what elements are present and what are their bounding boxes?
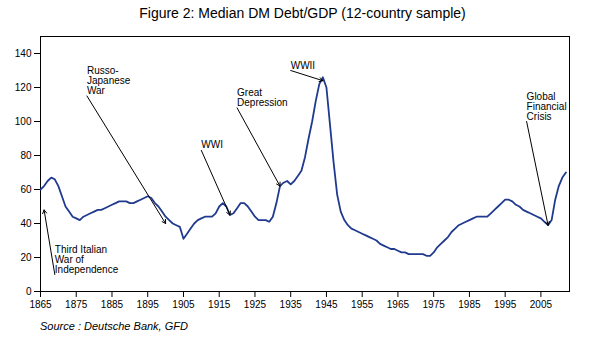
svg-text:1985: 1985 [458, 299, 481, 310]
svg-text:140: 140 [15, 48, 32, 59]
svg-text:1915: 1915 [208, 299, 231, 310]
svg-text:GreatDepression: GreatDepression [237, 87, 288, 108]
svg-text:1885: 1885 [101, 299, 124, 310]
svg-text:GlobalFinancialCrisis: GlobalFinancialCrisis [527, 91, 567, 122]
svg-text:80: 80 [20, 150, 32, 161]
svg-text:1955: 1955 [351, 299, 374, 310]
svg-text:120: 120 [15, 82, 32, 93]
svg-text:Russo-JapaneseWar: Russo-JapaneseWar [87, 65, 131, 96]
html-text:Figure 2: Median DM Debt/GDP (: Figure 2: Median DM Debt/GDP (12-country… [139, 5, 466, 21]
svg-text:1895: 1895 [137, 299, 160, 310]
html-text:Source : Deutsche Bank, GFD: Source : Deutsche Bank, GFD [40, 320, 188, 332]
svg-text:1965: 1965 [387, 299, 410, 310]
svg-text:2005: 2005 [530, 299, 553, 310]
svg-text:WWI: WWI [201, 139, 223, 150]
svg-text:WWII: WWII [291, 60, 315, 71]
svg-text:100: 100 [15, 116, 32, 127]
svg-text:Third ItalianWar ofIndependenc: Third ItalianWar ofIndependence [55, 244, 119, 275]
svg-text:1875: 1875 [65, 299, 88, 310]
svg-text:1925: 1925 [244, 299, 267, 310]
svg-text:1905: 1905 [172, 299, 195, 310]
svg-text:1975: 1975 [423, 299, 446, 310]
svg-text:40: 40 [20, 218, 32, 229]
svg-text:1945: 1945 [315, 299, 338, 310]
svg-text:0: 0 [26, 286, 32, 297]
svg-text:20: 20 [20, 252, 32, 263]
svg-text:1935: 1935 [280, 299, 303, 310]
svg-text:1995: 1995 [494, 299, 517, 310]
svg-text:60: 60 [20, 184, 32, 195]
svg-text:1865: 1865 [29, 299, 52, 310]
